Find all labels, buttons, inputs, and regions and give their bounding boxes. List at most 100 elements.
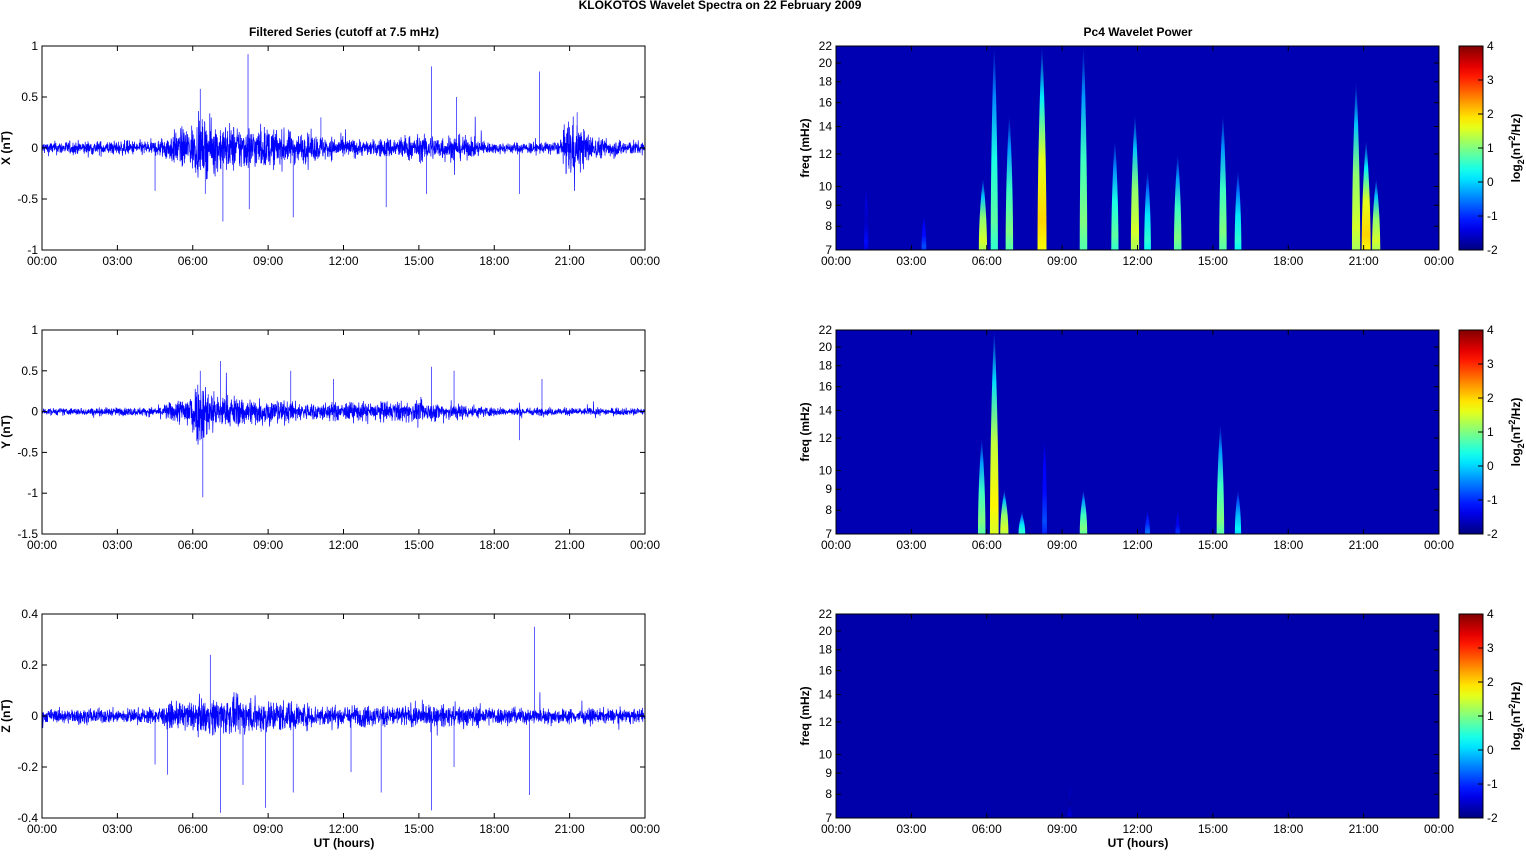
x-tick-label: 00:00: [1424, 538, 1454, 552]
colorbar-label: log2(nT2/Hz): [1507, 114, 1526, 183]
wavelet-power-burst: [1000, 489, 1009, 534]
y-axis-label: Y (nT): [0, 415, 13, 449]
colorbar-tick-label: 2: [1487, 107, 1494, 121]
x-tick-label: 06:00: [178, 254, 208, 268]
y-tick-label: 10: [819, 179, 833, 193]
y-tick-label: 18: [819, 643, 833, 657]
colorbar-tick-label: 1: [1487, 709, 1494, 723]
y-axis-label: Z (nT): [0, 699, 13, 732]
y-axis-label: freq (mHz): [798, 402, 812, 461]
colorbar-tick-label: 4: [1487, 39, 1494, 53]
wavelet-power-burst: [1234, 489, 1242, 534]
x-tick-label: 00:00: [27, 538, 57, 552]
x-tick-label: 09:00: [253, 254, 283, 268]
colorbar-label-part: 2: [1507, 704, 1517, 709]
x-tick-label: 09:00: [1047, 822, 1077, 836]
x-tick-label: 06:00: [972, 254, 1002, 268]
colorbar-label-part: (nT: [1509, 140, 1523, 159]
y-tick-label: 1: [31, 39, 38, 53]
y-tick-label: 0.5: [21, 90, 38, 104]
x-tick-label: 00:00: [27, 254, 57, 268]
colorbar-label-part: log: [1509, 732, 1523, 750]
x-tick-label: 06:00: [972, 538, 1002, 552]
x-tick-label: 21:00: [555, 822, 585, 836]
y-tick-label: 8: [825, 503, 832, 517]
wavelet-power-burst: [978, 177, 988, 250]
y-tick-label: 18: [819, 359, 833, 373]
wavelet-power-burst: [1079, 489, 1088, 534]
x-tick-label: 18:00: [479, 538, 509, 552]
x-tick-label: 09:00: [1047, 254, 1077, 268]
y-tick-label: 14: [819, 120, 833, 134]
colorbar-tick-label: 1: [1487, 425, 1494, 439]
y-tick-label: -1: [27, 243, 38, 257]
wavelet-power-burst: [1216, 423, 1225, 534]
x-tick-label: 21:00: [555, 538, 585, 552]
x-tick-label: 00:00: [630, 254, 660, 268]
wavelet-power-burst: [1018, 510, 1026, 534]
x-tick-label: 21:00: [1349, 538, 1379, 552]
y-tick-label: 9: [825, 482, 832, 496]
colorbar-tick-label: 2: [1487, 675, 1494, 689]
x-tick-label: 12:00: [328, 254, 358, 268]
wavelet-power-burst: [1042, 437, 1047, 534]
y-tick-label: 12: [819, 147, 833, 161]
colorbar-label-part: log: [1509, 448, 1523, 466]
wavelet-power-burst: [1130, 114, 1140, 250]
left-xlabel: UT (hours): [314, 836, 375, 850]
series-line-y: [41, 372, 646, 445]
y-tick-label: 8: [825, 787, 832, 801]
x-tick-label: 00:00: [821, 254, 851, 268]
y-tick-label: 12: [819, 715, 833, 729]
spectrogram-background: [836, 330, 1439, 534]
y-tick-label: 1: [31, 323, 38, 337]
left-column-title: Filtered Series (cutoff at 7.5 mHz): [249, 25, 439, 39]
spectrogram-bursts: [864, 46, 1381, 250]
colorbar-tick-label: 2: [1487, 391, 1494, 405]
y-tick-label: 16: [819, 96, 833, 110]
y-tick-label: 18: [819, 75, 833, 89]
x-tick-label: 12:00: [328, 822, 358, 836]
y-tick-label: -1.5: [17, 527, 38, 541]
x-tick-label: 15:00: [1198, 538, 1228, 552]
x-tick-label: 00:00: [1424, 822, 1454, 836]
y-tick-label: 0: [31, 141, 38, 155]
colorbar-tick-label: 4: [1487, 323, 1494, 337]
y-tick-label: -1: [27, 486, 38, 500]
x-tick-label: 00:00: [630, 822, 660, 836]
y-tick-label: -0.2: [17, 760, 38, 774]
y-tick-label: 9: [825, 766, 832, 780]
wavelet-power-burst: [989, 330, 999, 534]
x-tick-label: 15:00: [1198, 822, 1228, 836]
wavelet-power-burst: [990, 46, 998, 250]
colorbar-label-part: (nT: [1509, 708, 1523, 727]
x-tick-label: 18:00: [479, 254, 509, 268]
x-tick-label: 18:00: [1273, 822, 1303, 836]
y-tick-label: 0.4: [21, 607, 38, 621]
x-tick-label: 06:00: [178, 822, 208, 836]
colorbar-label-part: 2: [1507, 420, 1517, 425]
y-tick-label: 8: [825, 219, 832, 233]
x-tick-label: 15:00: [404, 538, 434, 552]
spectrogram-panel-1: 22 20 18 16 14 12 10 9 8 7 freq (mHz) 00:00 03:00 06:…: [798, 39, 1454, 268]
spectrogram-panel-3: 22 20 18 16 14 12 10 9 8 7 freq (mHz) 00:00 03:00 06:…: [798, 607, 1454, 836]
y-tick-label: -0.5: [17, 445, 38, 459]
wavelet-power-burst: [1351, 81, 1361, 250]
wavelet-power-burst: [1144, 169, 1151, 250]
wavelet-power-burst: [977, 437, 986, 534]
colorbar-tick-label: -2: [1487, 811, 1498, 825]
y-tick-label: 16: [819, 664, 833, 678]
y-tick-label: 22: [819, 323, 833, 337]
y-tick-label: 7: [825, 527, 832, 541]
colorbar-label: log2(nT2/Hz): [1507, 398, 1526, 467]
y-tick-label: 7: [825, 243, 832, 257]
colorbar-label-part: /Hz): [1509, 114, 1523, 136]
y-tick-label: 22: [819, 39, 833, 53]
wavelet-power-burst: [921, 215, 927, 250]
y-tick-label: 20: [819, 624, 833, 638]
colorbar-label-part: log: [1509, 164, 1523, 182]
colorbar-tick-label: 0: [1487, 459, 1494, 473]
x-tick-label: 03:00: [896, 254, 926, 268]
